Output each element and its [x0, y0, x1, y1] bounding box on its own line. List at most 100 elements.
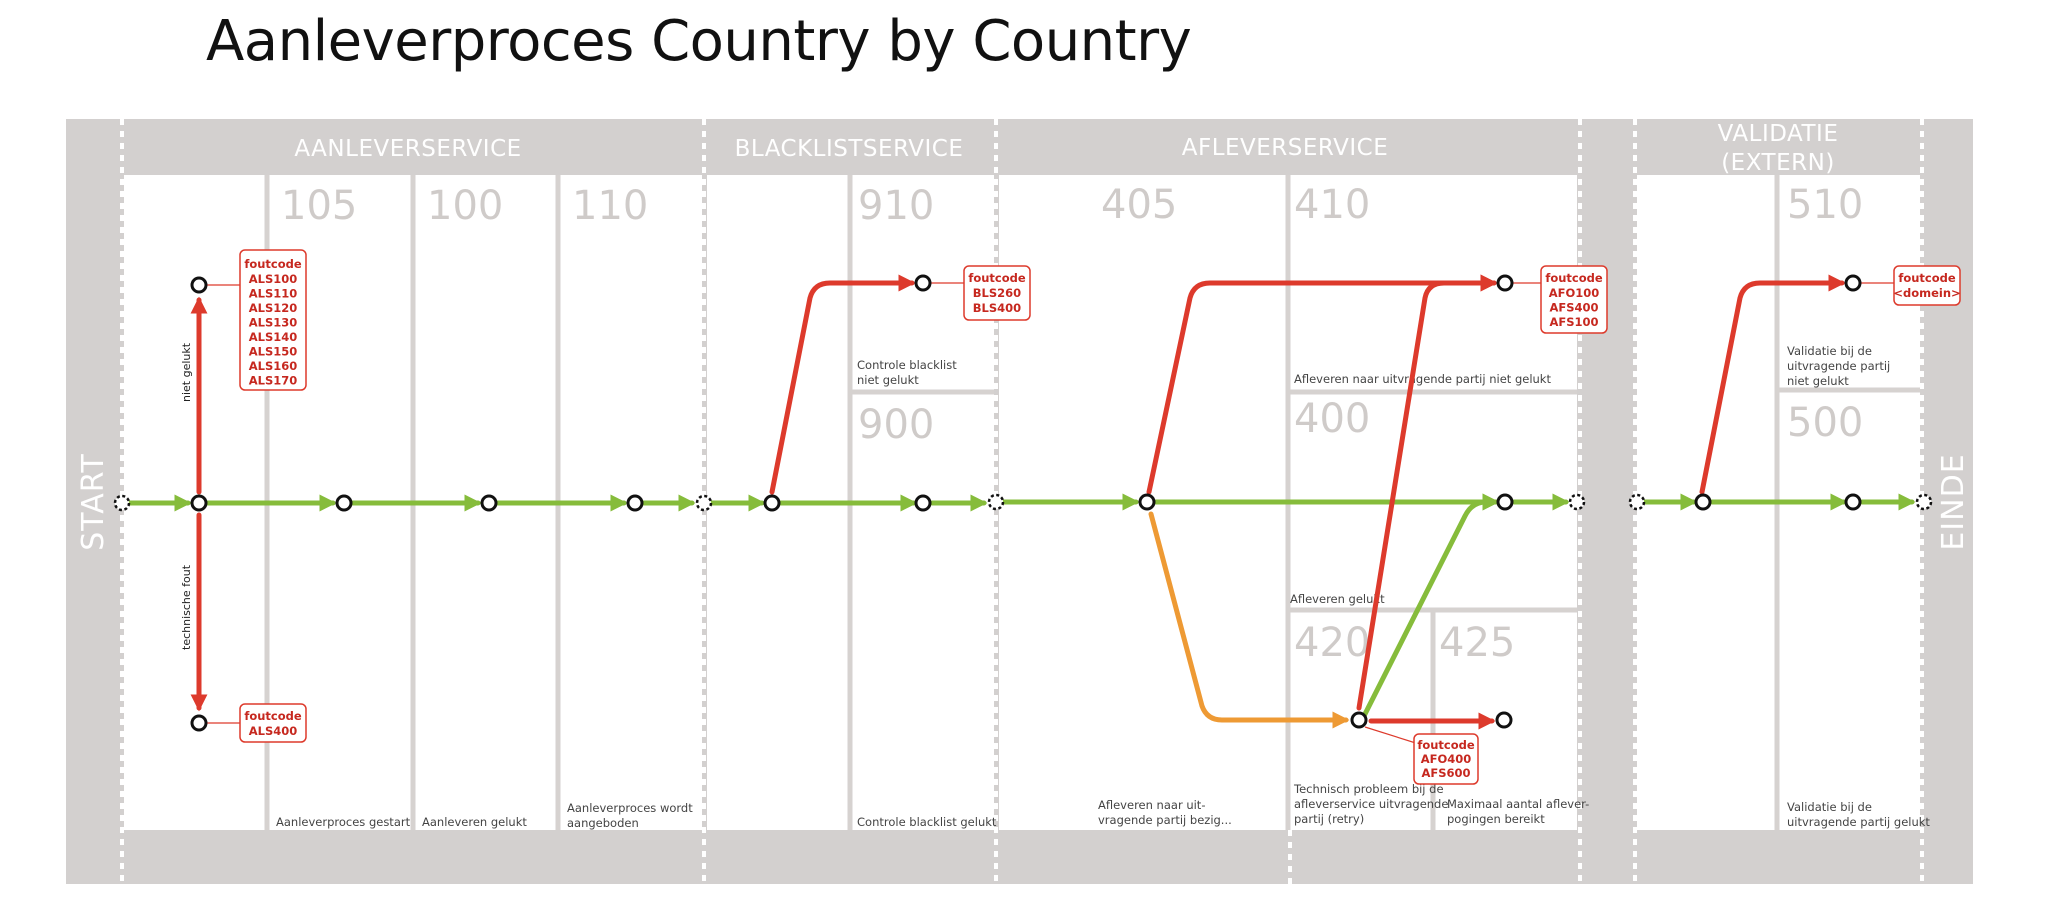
connector-start — [113, 494, 131, 512]
svg-text:ALS110: ALS110 — [249, 287, 298, 301]
connector-blacklist-aflever — [987, 493, 1005, 511]
state-code-110: 110 — [572, 183, 648, 229]
edge-label-niet-gelukt: niet gelukt — [180, 342, 193, 402]
svg-text:ALS140: ALS140 — [249, 330, 298, 344]
description-510-line1: Validatie bij de — [1787, 344, 1872, 358]
svg-text:AFO400: AFO400 — [1421, 752, 1472, 766]
node-510 — [1844, 274, 1862, 292]
retry-flow — [1148, 511, 1350, 729]
error-box-als400: foutcode ALS400 — [239, 703, 307, 743]
description-110-line1: Aanleverproces wordt — [567, 801, 693, 815]
page-title: Aanleverproces Country by Country — [206, 9, 1191, 74]
node-410 — [1496, 274, 1514, 292]
node-blacklist-entry — [763, 494, 781, 512]
svg-text:AFS100: AFS100 — [1549, 315, 1598, 329]
svg-text:AFS600: AFS600 — [1421, 766, 1470, 780]
start-label: START — [76, 453, 111, 551]
error-box-leaders — [206, 282, 1894, 746]
svg-text:ALS150: ALS150 — [249, 345, 298, 359]
node-900 — [914, 494, 932, 512]
description-510-line2: uitvragende partij — [1787, 359, 1890, 373]
description-500-line1: Validatie bij de — [1787, 800, 1872, 814]
description-405-line1: Afleveren naar uit- — [1098, 798, 1205, 812]
service-header-validatie-line2: (EXTERN) — [1721, 150, 1835, 176]
service-header-validatie-line1: VALIDATIE — [1718, 121, 1839, 147]
svg-text:ALS400: ALS400 — [249, 724, 298, 738]
svg-text:AFO100: AFO100 — [1549, 286, 1600, 300]
connector-aanlever-blacklist — [695, 494, 713, 512]
node-105 — [190, 494, 208, 512]
connector-validatie-entry — [1628, 493, 1646, 511]
node-als-error — [190, 276, 208, 294]
svg-text:foutcode: foutcode — [1898, 271, 1956, 285]
state-code-500: 500 — [1787, 400, 1863, 446]
svg-text:AFS400: AFS400 — [1549, 301, 1598, 315]
description-400: Afleveren gelukt — [1290, 592, 1385, 606]
error-box-afo400: foutcode AFO400 AFS600 — [1413, 733, 1479, 785]
error-box-domein: foutcode <domein> — [1893, 265, 1961, 306]
success-flow — [127, 493, 1916, 723]
state-code-400: 400 — [1294, 396, 1370, 442]
svg-text:ALS100: ALS100 — [249, 272, 298, 286]
state-code-420: 420 — [1294, 620, 1370, 666]
description-510-line3: niet gelukt — [1787, 374, 1849, 388]
description-105: Aanleverproces gestart — [276, 815, 411, 829]
node-425 — [1495, 711, 1513, 729]
error-box-bls: foutcode BLS260 BLS400 — [963, 265, 1031, 321]
svg-text:ALS170: ALS170 — [249, 374, 298, 388]
node-500 — [1844, 493, 1862, 511]
node-400 — [1496, 493, 1514, 511]
state-code-900: 900 — [858, 402, 934, 448]
svg-text:BLS400: BLS400 — [973, 301, 1021, 315]
state-code-100: 100 — [427, 183, 503, 229]
error-box-als: foutcode ALS100 ALS110 ALS120 ALS130 ALS… — [239, 249, 307, 391]
svg-text:ALS130: ALS130 — [249, 316, 298, 330]
description-420-line2: afleverservice uitvragende — [1294, 797, 1448, 811]
description-110-line2: aangeboden — [567, 816, 639, 830]
svg-text:foutcode: foutcode — [1417, 738, 1475, 752]
description-425-line2: pogingen bereikt — [1447, 812, 1545, 826]
validation-gap — [1580, 119, 1634, 884]
svg-text:<domein>: <domein> — [1893, 286, 1960, 300]
edge-label-technische-fout: technische fout — [180, 564, 193, 650]
service-header-afleverservice: AFLEVERSERVICE — [1182, 135, 1389, 161]
node-910 — [914, 274, 932, 292]
dotted-separators — [120, 119, 1924, 884]
description-405-line2: vragende partij bezig... — [1098, 813, 1232, 827]
node-aanlever-exit — [626, 494, 644, 512]
end-label: EINDE — [1936, 453, 1971, 550]
node-als400-error — [190, 714, 208, 732]
state-code-410: 410 — [1294, 182, 1370, 228]
state-code-425: 425 — [1439, 620, 1515, 666]
process-nodes — [190, 274, 1862, 732]
svg-text:ALS120: ALS120 — [249, 301, 298, 315]
description-420-line3: partij (retry) — [1294, 812, 1364, 826]
state-code-510: 510 — [1787, 182, 1863, 228]
description-910-line2: niet gelukt — [857, 373, 919, 387]
connector-end — [1915, 493, 1933, 511]
state-code-910: 910 — [858, 183, 934, 229]
state-code-105: 105 — [281, 183, 357, 229]
node-100 — [335, 494, 353, 512]
node-420 — [1350, 711, 1368, 729]
svg-text:foutcode: foutcode — [1545, 271, 1603, 285]
svg-text:foutcode: foutcode — [244, 257, 302, 271]
description-420-line1: Technisch probleem bij de — [1293, 782, 1444, 796]
description-425-line1: Maximaal aantal aflever- — [1447, 797, 1589, 811]
description-100: Aanleveren gelukt — [422, 815, 527, 829]
service-header-blacklistservice: BLACKLISTSERVICE — [735, 136, 964, 162]
node-110 — [480, 494, 498, 512]
error-box-afo: foutcode AFO100 AFS400 AFS100 — [1540, 265, 1608, 334]
connector-aflever-exit — [1568, 493, 1586, 511]
description-900: Controle blacklist gelukt — [857, 815, 997, 829]
svg-text:ALS160: ALS160 — [249, 359, 298, 373]
node-validatie-entry — [1694, 493, 1712, 511]
svg-text:BLS260: BLS260 — [973, 286, 1021, 300]
error-flow — [190, 274, 1846, 730]
node-405 — [1138, 493, 1156, 511]
description-410: Afleveren naar uitvragende partij niet g… — [1294, 372, 1551, 386]
connector-nodes — [113, 493, 1933, 512]
svg-text:foutcode: foutcode — [244, 709, 302, 723]
description-910-line1: Controle blacklist — [857, 358, 957, 372]
